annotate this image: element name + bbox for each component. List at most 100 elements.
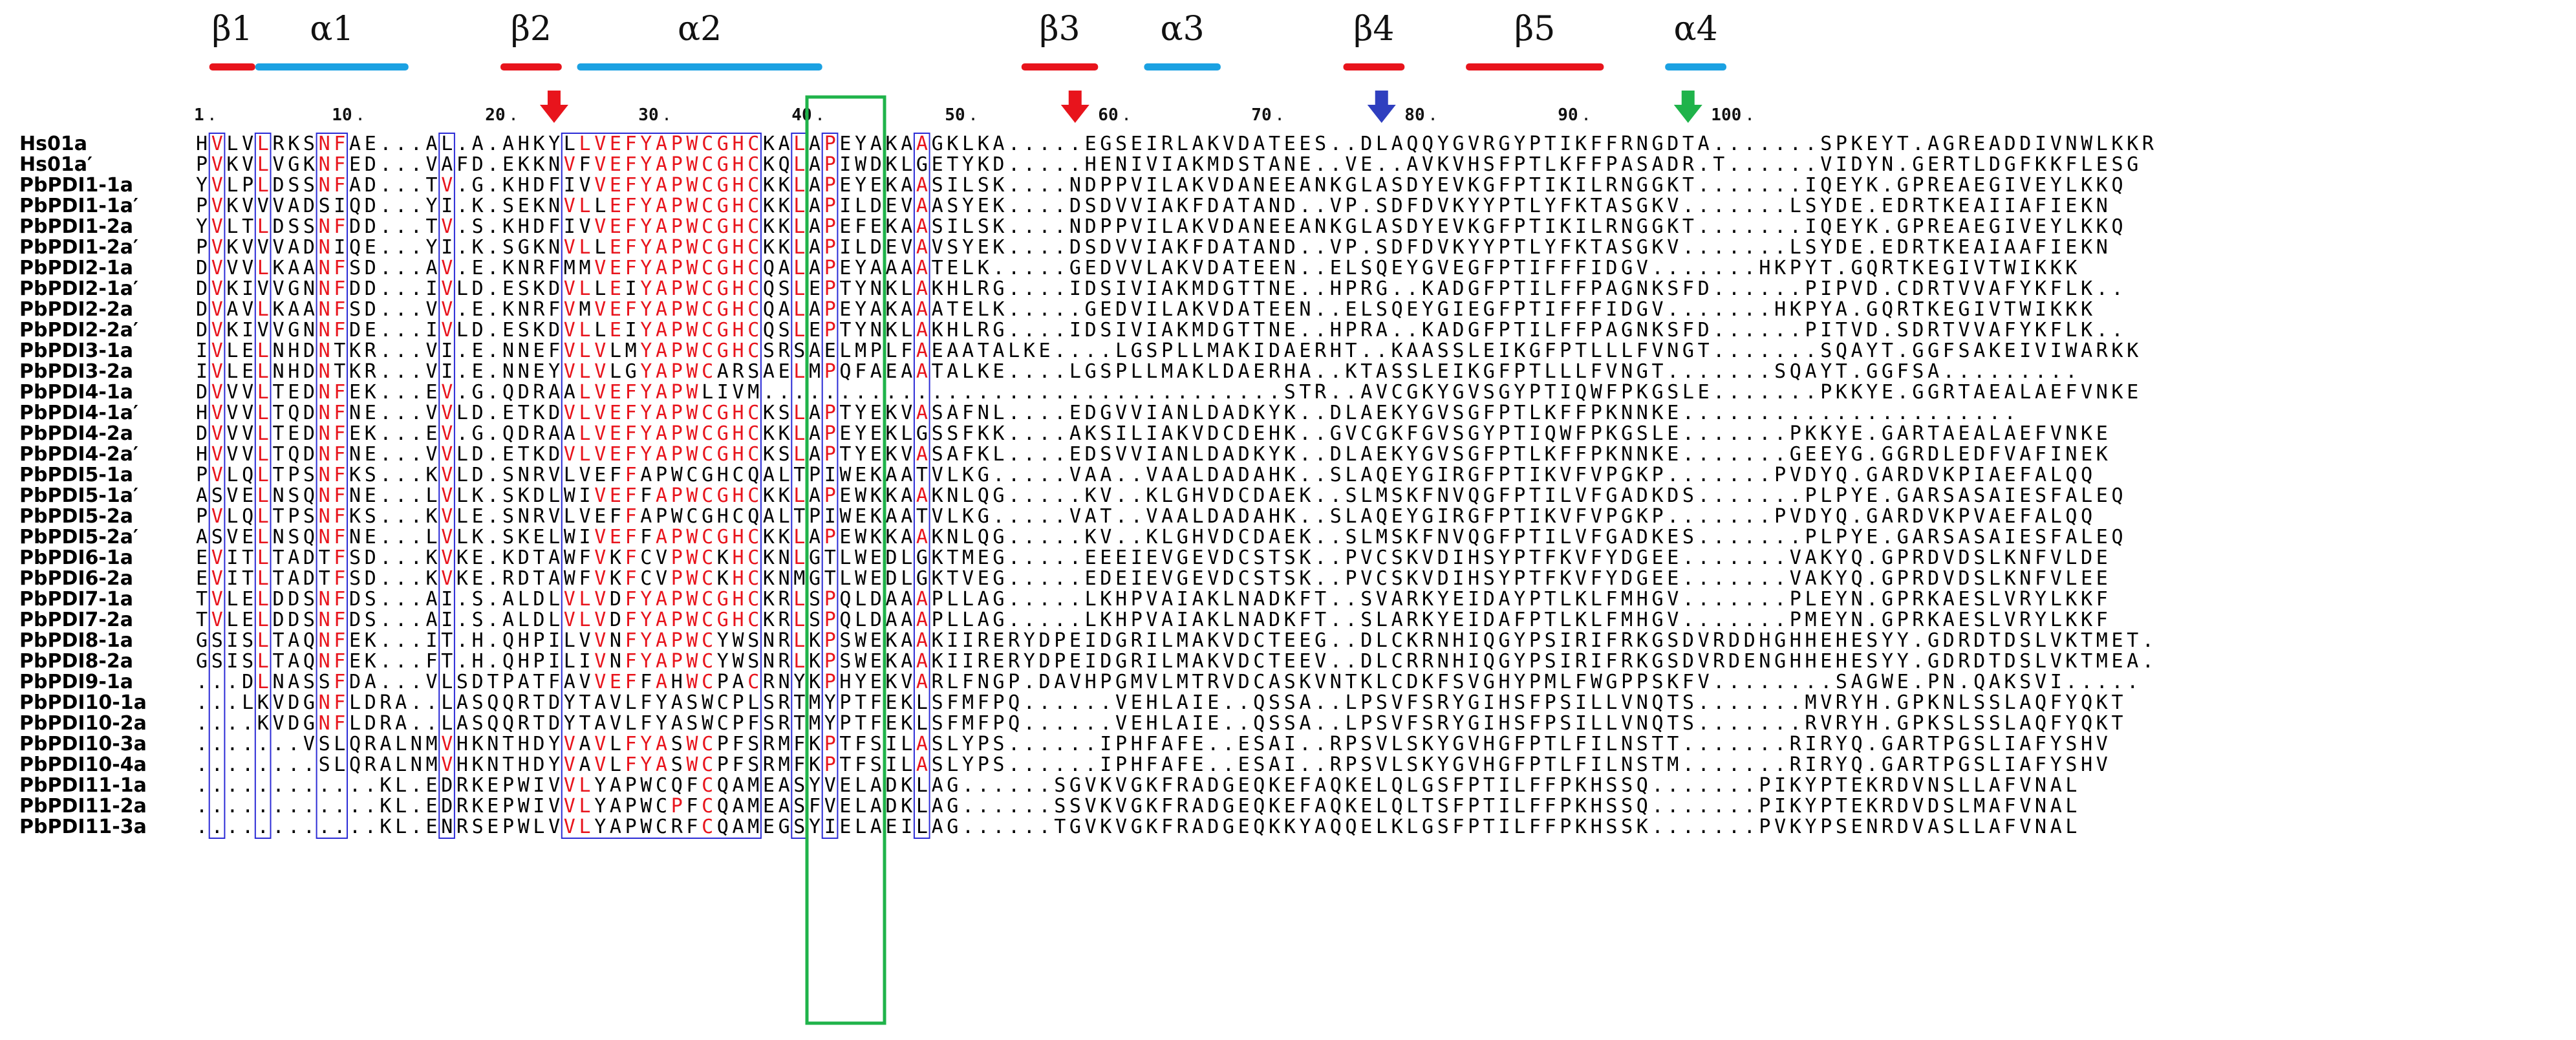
similarity-box	[821, 133, 839, 839]
position-ruler: 1. 10. 20. 30. 40. 50. 60. 70. 80. 90. 100.	[194, 105, 1755, 125]
sequence-name: PbPDI3-2a	[19, 360, 133, 383]
ruler-dot: .	[815, 105, 825, 125]
ss-strand-bar-7	[1466, 63, 1604, 70]
sequence-name: PbPDI8-1a	[19, 629, 133, 652]
sequence-name: PbPDI1-1a′	[19, 195, 138, 217]
ruler-dot: .	[508, 105, 519, 125]
sequence-name: PbPDI1-1a	[19, 174, 133, 197]
ss-label-6: β4	[1353, 10, 1394, 49]
sequence-names: Hs01aHs01a′PbPDI1-1aPbPDI1-1a′PbPDI1-2aP…	[19, 133, 147, 838]
similarity-box	[316, 133, 349, 839]
sequence-name: PbPDI1-2a	[19, 215, 133, 238]
ruler-number: 20	[485, 105, 505, 125]
red-down-arrow-icon-0	[539, 91, 568, 123]
similarity-box	[561, 133, 762, 839]
ss-helix-bar-8	[1665, 63, 1726, 70]
ruler-dot: .	[1581, 105, 1591, 125]
sequence-name: PbPDI1-2a′	[19, 236, 138, 259]
ss-label-2: β2	[511, 10, 552, 49]
ss-label-0: β1	[212, 10, 253, 49]
sequence-name: PbPDI10-2a	[19, 712, 147, 735]
ruler-dot: .	[355, 105, 365, 125]
secondary-structure-track: β1 α1 β2 α2 β3 α3 β4 β5 α4	[209, 10, 1726, 70]
ruler-number: 50	[945, 105, 965, 125]
sequence-name: PbPDI7-2a	[19, 609, 133, 631]
ruler-number: 60	[1098, 105, 1118, 125]
sequence-name: PbPDI6-2a	[19, 567, 133, 590]
sequence-name: PbPDI10-1a	[19, 691, 147, 714]
sequence-name: PbPDI11-2a	[19, 795, 147, 818]
ss-helix-bar-1	[255, 63, 409, 70]
ss-label-7: β5	[1514, 10, 1555, 49]
ss-strand-bar-0	[209, 63, 255, 70]
sequence-name: PbPDI4-2a′	[19, 443, 138, 466]
similarity-box	[254, 133, 272, 839]
sequence-name: PbPDI10-4a	[19, 753, 147, 776]
blue-down-arrow-icon-2	[1367, 91, 1396, 123]
sequence-name: PbPDI4-1a	[19, 381, 133, 404]
marker-track	[539, 91, 1702, 123]
ruler-number: 100	[1711, 105, 1741, 125]
active-site-box	[805, 95, 886, 1025]
ss-label-1: α1	[310, 10, 354, 49]
sequence-name: PbPDI10-3a	[19, 733, 147, 755]
ruler-dot: .	[968, 105, 978, 125]
sequence-name: PbPDI8-2a	[19, 650, 133, 673]
ruler-number: 70	[1251, 105, 1271, 125]
similarity-box	[208, 133, 226, 839]
sequence-name: PbPDI5-2a	[19, 505, 133, 528]
sequence-name: PbPDI11-1a	[19, 774, 147, 797]
sequence-name: PbPDI9-1a	[19, 671, 133, 693]
green-down-arrow-icon-3	[1673, 91, 1702, 123]
sequence-name: PbPDI3-1a	[19, 340, 133, 362]
ruler-dot: .	[661, 105, 672, 125]
ss-helix-bar-5	[1144, 63, 1221, 70]
sequence-name: PbPDI6-1a	[19, 547, 133, 569]
sequence-name: PbPDI2-2a′	[19, 319, 138, 341]
ruler-number: 1	[194, 105, 204, 125]
sequence-name: PbPDI11-3a	[19, 816, 147, 838]
sequence-name: PbPDI2-2a	[19, 298, 133, 321]
similarity-box	[438, 133, 455, 839]
ss-strand-bar-4	[1021, 63, 1099, 70]
ss-strand-bar-6	[1343, 63, 1405, 70]
ruler-dot: .	[207, 105, 217, 125]
ss-helix-bar-3	[577, 63, 822, 70]
ruler-number: 80	[1404, 105, 1424, 125]
ss-label-8: α4	[1673, 10, 1717, 49]
ss-label-3: α2	[678, 10, 722, 49]
ruler-dot: .	[1274, 105, 1285, 125]
